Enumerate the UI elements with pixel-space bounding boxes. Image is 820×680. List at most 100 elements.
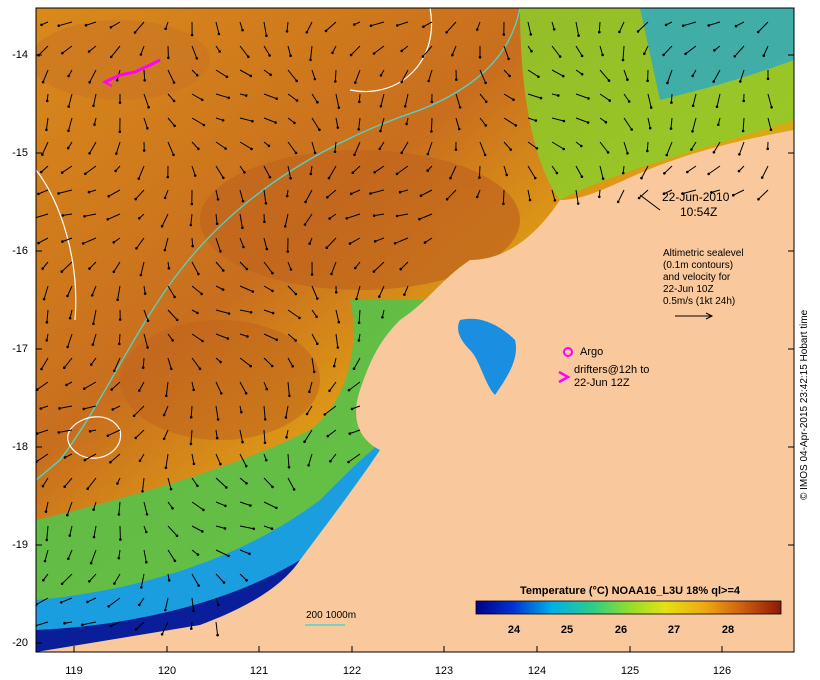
velocity-arrow xyxy=(422,45,433,57)
velocity-arrow xyxy=(358,309,361,323)
velocity-arrow xyxy=(42,69,49,83)
velocity-arrow-head xyxy=(400,151,404,155)
velocity-arrow xyxy=(134,21,145,33)
velocity-arrow xyxy=(666,69,673,84)
velocity-arrow xyxy=(58,21,73,27)
velocity-arrow xyxy=(191,285,203,295)
velocity-arrow xyxy=(118,501,121,515)
velocity-arrow xyxy=(742,117,745,132)
velocity-arrow-head xyxy=(89,561,93,565)
velocity-arrow xyxy=(404,93,409,107)
velocity-arrow-head xyxy=(113,369,116,373)
velocity-arrow-head xyxy=(381,316,384,319)
velocity-arrow-head xyxy=(357,321,361,325)
velocity-arrow-head xyxy=(196,553,200,556)
velocity-arrow xyxy=(311,309,318,317)
velocity-arrow-head xyxy=(135,247,138,250)
velocity-arrow xyxy=(36,453,49,463)
velocity-arrow-head xyxy=(107,194,110,198)
velocity-arrow-head xyxy=(333,150,337,153)
velocity-arrow-head xyxy=(215,222,219,226)
velocity-arrow-head xyxy=(66,294,69,298)
velocity-arrow-head xyxy=(42,578,45,582)
velocity-arrow-head xyxy=(45,128,48,132)
velocity-arrow xyxy=(758,189,769,200)
velocity-arrow-head xyxy=(483,153,487,157)
velocity-arrow-head xyxy=(264,202,268,205)
velocity-arrow-head xyxy=(192,462,196,466)
velocity-arrow xyxy=(161,213,169,227)
velocity-arrow xyxy=(375,237,385,242)
velocity-arrow-head xyxy=(248,552,251,556)
image-time: 10:54Z xyxy=(680,205,718,219)
velocity-arrow xyxy=(287,453,290,468)
velocity-arrow-head xyxy=(216,633,219,637)
velocity-arrow xyxy=(143,309,149,321)
velocity-arrow-head xyxy=(285,194,289,198)
velocity-arrow-head xyxy=(312,370,316,374)
velocity-arrow xyxy=(598,21,601,33)
velocity-arrow-head xyxy=(329,459,332,463)
velocity-arrow xyxy=(88,45,97,52)
velocity-arrow-head xyxy=(141,490,144,493)
velocity-arrow xyxy=(761,165,769,178)
velocity-arrow-head xyxy=(250,147,253,151)
velocity-arrow xyxy=(763,45,769,56)
velocity-arrow xyxy=(527,69,539,78)
velocity-arrow xyxy=(263,285,273,292)
velocity-arrow xyxy=(167,333,174,341)
velocity-arrow-head xyxy=(558,55,562,58)
velocity-arrow-head xyxy=(326,434,330,438)
velocity-arrow xyxy=(191,597,194,611)
velocity-arrow-head xyxy=(587,97,590,100)
lon-tick-label: 124 xyxy=(527,665,547,677)
velocity-arrow-head xyxy=(66,513,69,517)
velocity-arrow-head xyxy=(400,80,404,84)
velocity-arrow xyxy=(167,141,174,155)
velocity-arrow xyxy=(191,573,200,586)
velocity-arrow xyxy=(239,501,251,506)
velocity-arrow-head xyxy=(422,25,425,29)
velocity-arrow xyxy=(239,477,247,484)
velocity-arrow xyxy=(45,117,49,130)
velocity-arrow-head xyxy=(216,198,220,201)
velocity-arrow xyxy=(479,117,487,126)
velocity-arrow xyxy=(191,453,195,464)
velocity-arrow xyxy=(551,165,558,174)
velocity-arrow xyxy=(575,93,589,99)
velocity-arrow-head xyxy=(275,506,278,510)
velocity-arrow xyxy=(599,93,610,102)
velocity-arrow xyxy=(263,117,276,123)
velocity-arrow-head xyxy=(109,624,113,628)
velocity-arrow xyxy=(311,285,318,299)
velocity-arrow-head xyxy=(221,288,225,291)
altimetry-line: and velocity for xyxy=(663,272,731,283)
velocity-arrow-head xyxy=(244,94,248,97)
velocity-arrow xyxy=(163,429,169,440)
velocity-arrow-head xyxy=(197,272,200,276)
velocity-arrow xyxy=(304,213,313,225)
velocity-arrow xyxy=(215,69,228,78)
velocity-arrow-head xyxy=(484,100,488,103)
velocity-arrow xyxy=(191,357,201,370)
velocity-arrow-head xyxy=(691,74,694,78)
lat-tick-label: -15 xyxy=(12,147,28,159)
velocity-arrow-head xyxy=(618,30,621,34)
velocity-arrow xyxy=(354,141,361,155)
image-date: 22-Jun-2010 xyxy=(662,190,730,204)
velocity-arrow xyxy=(164,597,169,611)
velocity-arrow xyxy=(239,549,250,555)
velocity-arrow xyxy=(239,237,244,248)
velocity-arrow-head xyxy=(669,127,673,130)
velocity-arrow-head xyxy=(348,242,352,245)
velocity-arrow xyxy=(239,453,247,467)
velocity-arrow-head xyxy=(291,364,295,368)
velocity-arrow-head xyxy=(271,271,274,275)
velocity-arrow xyxy=(112,405,121,410)
velocity-arrow xyxy=(599,141,609,153)
velocity-arrow-head xyxy=(269,73,273,77)
velocity-arrow-head xyxy=(45,538,49,542)
velocity-arrows xyxy=(36,21,773,637)
velocity-arrow-head xyxy=(427,79,431,83)
velocity-arrow-head xyxy=(63,485,66,489)
